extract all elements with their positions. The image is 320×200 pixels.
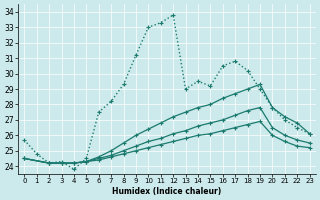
X-axis label: Humidex (Indice chaleur): Humidex (Indice chaleur) [112, 187, 221, 196]
